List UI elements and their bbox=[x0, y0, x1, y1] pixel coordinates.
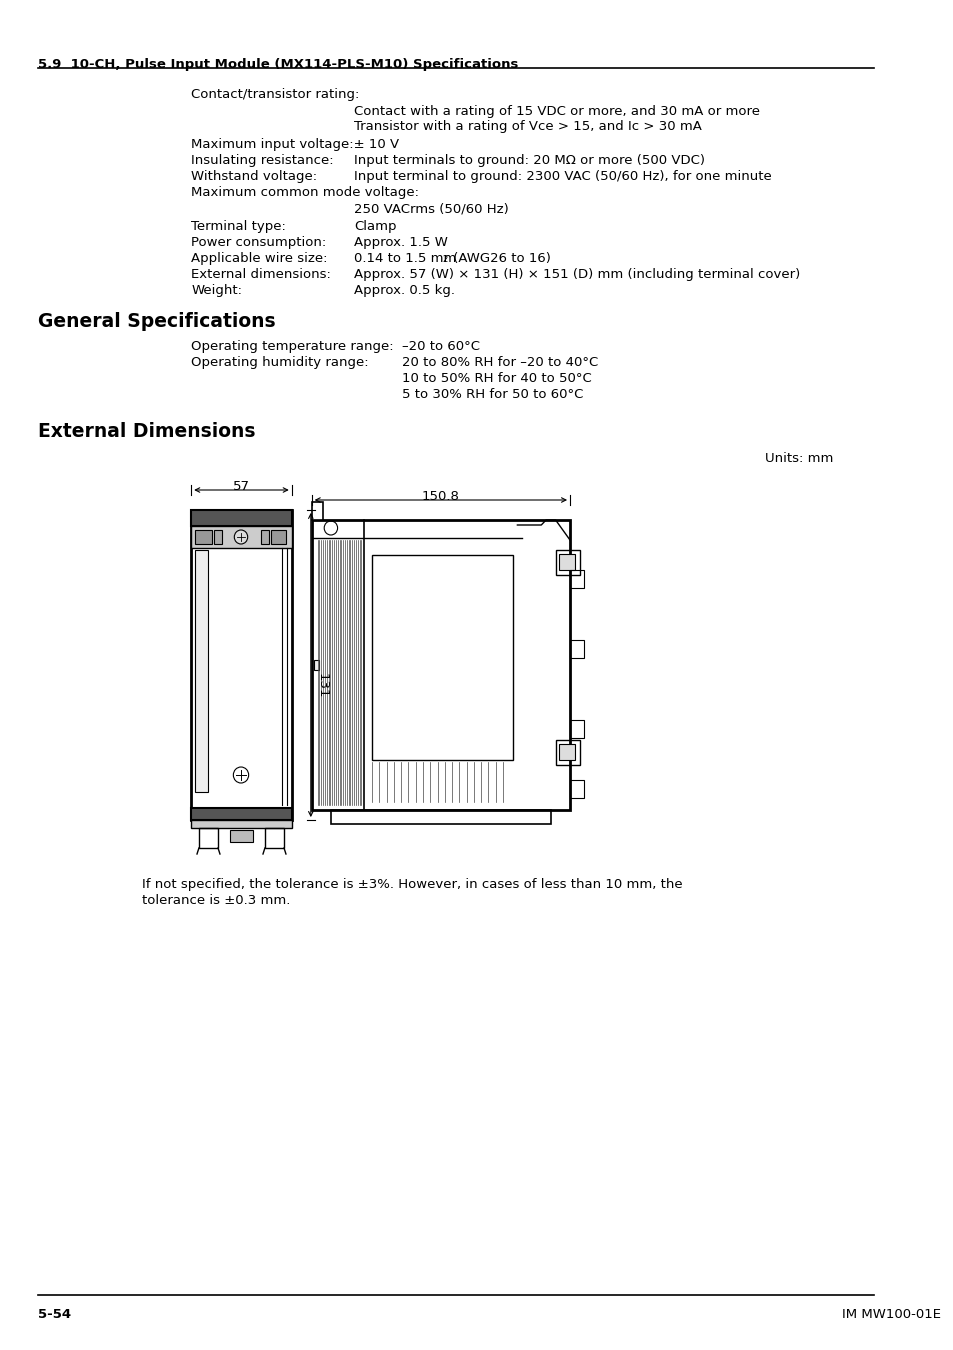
Bar bbox=[230, 830, 253, 842]
Text: Transistor with a rating of Vce > 15, and Ic > 30 mA: Transistor with a rating of Vce > 15, an… bbox=[354, 120, 701, 134]
Text: 10 to 50% RH for 40 to 50°C: 10 to 50% RH for 40 to 50°C bbox=[401, 373, 591, 385]
Circle shape bbox=[234, 531, 248, 544]
Text: 5.9  10-CH, Pulse Input Module (MX114-PLS-M10) Specifications: 5.9 10-CH, Pulse Input Module (MX114-PLS… bbox=[38, 58, 518, 72]
Text: 250 VACrms (50/60 Hz): 250 VACrms (50/60 Hz) bbox=[354, 202, 508, 215]
Bar bbox=[569, 640, 583, 657]
Bar bbox=[555, 740, 578, 765]
Text: Contact with a rating of 15 VDC or more, and 30 mA or more: Contact with a rating of 15 VDC or more,… bbox=[354, 105, 759, 117]
Bar bbox=[558, 744, 574, 760]
Bar bbox=[331, 810, 550, 824]
Bar bbox=[191, 819, 292, 828]
Text: Power consumption:: Power consumption: bbox=[191, 236, 326, 248]
Text: 131: 131 bbox=[315, 674, 329, 698]
Text: IM MW100-01E: IM MW100-01E bbox=[841, 1308, 940, 1322]
Bar bbox=[312, 520, 569, 810]
Bar bbox=[558, 554, 574, 570]
Text: Withstand voltage:: Withstand voltage: bbox=[191, 170, 317, 184]
Text: External Dimensions: External Dimensions bbox=[38, 423, 255, 441]
Text: External dimensions:: External dimensions: bbox=[191, 269, 331, 281]
Text: tolerance is ±0.3 mm.: tolerance is ±0.3 mm. bbox=[141, 894, 290, 907]
Bar bbox=[191, 510, 292, 526]
Bar bbox=[199, 828, 218, 848]
Text: Weight:: Weight: bbox=[191, 284, 242, 297]
Text: (AWG26 to 16): (AWG26 to 16) bbox=[449, 252, 551, 265]
Text: 5 to 30% RH for 50 to 60°C: 5 to 30% RH for 50 to 60°C bbox=[401, 387, 582, 401]
Text: Approx. 0.5 kg.: Approx. 0.5 kg. bbox=[354, 284, 455, 297]
Bar bbox=[261, 531, 269, 544]
Bar bbox=[191, 510, 292, 819]
Bar bbox=[372, 555, 512, 760]
Bar bbox=[191, 809, 292, 819]
Text: Approx. 1.5 W: Approx. 1.5 W bbox=[354, 236, 447, 248]
Text: Units: mm: Units: mm bbox=[764, 452, 833, 464]
Bar bbox=[569, 780, 583, 798]
Bar bbox=[569, 570, 583, 589]
Text: Input terminal to ground: 2300 VAC (50/60 Hz), for one minute: Input terminal to ground: 2300 VAC (50/6… bbox=[354, 170, 771, 184]
Text: 150.8: 150.8 bbox=[421, 490, 459, 504]
Text: Clamp: Clamp bbox=[354, 220, 395, 234]
Bar bbox=[555, 549, 578, 575]
Bar bbox=[195, 531, 213, 544]
Text: Approx. 57 (W) × 131 (H) × 151 (D) mm (including terminal cover): Approx. 57 (W) × 131 (H) × 151 (D) mm (i… bbox=[354, 269, 800, 281]
Bar bbox=[569, 720, 583, 738]
Text: Operating temperature range:: Operating temperature range: bbox=[191, 340, 394, 352]
Text: Operating humidity range:: Operating humidity range: bbox=[191, 356, 369, 369]
Text: 5-54: 5-54 bbox=[38, 1308, 71, 1322]
Bar bbox=[312, 502, 323, 520]
Bar bbox=[214, 531, 222, 544]
Text: Terminal type:: Terminal type: bbox=[191, 220, 286, 234]
Circle shape bbox=[233, 767, 249, 783]
Text: Input terminals to ground: 20 MΩ or more (500 VDC): Input terminals to ground: 20 MΩ or more… bbox=[354, 154, 704, 167]
Text: If not specified, the tolerance is ±3%. However, in cases of less than 10 mm, th: If not specified, the tolerance is ±3%. … bbox=[141, 878, 681, 891]
Text: Maximum common mode voltage:: Maximum common mode voltage: bbox=[191, 186, 418, 198]
Text: 0.14 to 1.5 mm: 0.14 to 1.5 mm bbox=[354, 252, 456, 265]
Bar bbox=[195, 549, 209, 792]
Text: General Specifications: General Specifications bbox=[38, 312, 275, 331]
Text: –20 to 60°C: –20 to 60°C bbox=[401, 340, 479, 352]
Text: Applicable wire size:: Applicable wire size: bbox=[191, 252, 328, 265]
Bar bbox=[191, 526, 292, 548]
Text: 2: 2 bbox=[442, 255, 448, 265]
Text: Insulating resistance:: Insulating resistance: bbox=[191, 154, 334, 167]
Bar bbox=[314, 660, 319, 670]
Text: Maximum input voltage:± 10 V: Maximum input voltage:± 10 V bbox=[191, 138, 399, 151]
Bar bbox=[265, 828, 284, 848]
Text: 57: 57 bbox=[233, 481, 250, 493]
Bar bbox=[271, 531, 286, 544]
Text: 20 to 80% RH for –20 to 40°C: 20 to 80% RH for –20 to 40°C bbox=[401, 356, 598, 369]
Text: Contact/transistor rating:: Contact/transistor rating: bbox=[191, 88, 359, 101]
